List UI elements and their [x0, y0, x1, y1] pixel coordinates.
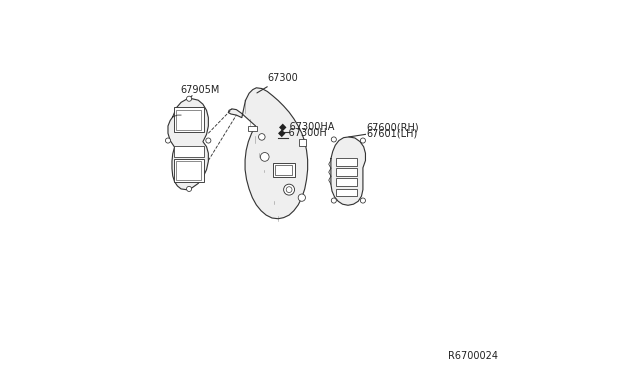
Circle shape: [360, 198, 365, 203]
Bar: [300, 139, 306, 146]
Circle shape: [166, 138, 170, 143]
Bar: [337, 168, 358, 176]
Text: ◆ 67300HA: ◆ 67300HA: [279, 121, 335, 131]
Text: 67600(RH): 67600(RH): [367, 122, 419, 132]
Bar: [176, 110, 201, 130]
Circle shape: [284, 184, 294, 195]
Bar: [248, 126, 257, 131]
Circle shape: [298, 194, 305, 201]
Text: R6700024: R6700024: [448, 350, 498, 360]
Circle shape: [260, 153, 269, 161]
Bar: [174, 159, 204, 182]
Bar: [174, 146, 204, 157]
Circle shape: [259, 134, 265, 140]
Bar: [337, 178, 358, 186]
Circle shape: [360, 138, 365, 143]
Text: 67905M: 67905M: [180, 85, 220, 95]
Polygon shape: [228, 88, 308, 219]
Circle shape: [332, 198, 337, 203]
Circle shape: [186, 96, 191, 101]
Bar: [337, 158, 358, 166]
Text: ◆ 67300H: ◆ 67300H: [278, 127, 327, 137]
Text: 67601(LH): 67601(LH): [367, 129, 418, 139]
Circle shape: [206, 138, 211, 143]
Polygon shape: [168, 99, 209, 190]
Bar: [176, 161, 201, 180]
Bar: [337, 189, 358, 196]
Circle shape: [332, 137, 337, 142]
Circle shape: [186, 186, 191, 192]
FancyBboxPatch shape: [273, 163, 294, 177]
Bar: [174, 107, 204, 132]
Polygon shape: [331, 137, 365, 205]
Text: 67300: 67300: [257, 73, 298, 93]
